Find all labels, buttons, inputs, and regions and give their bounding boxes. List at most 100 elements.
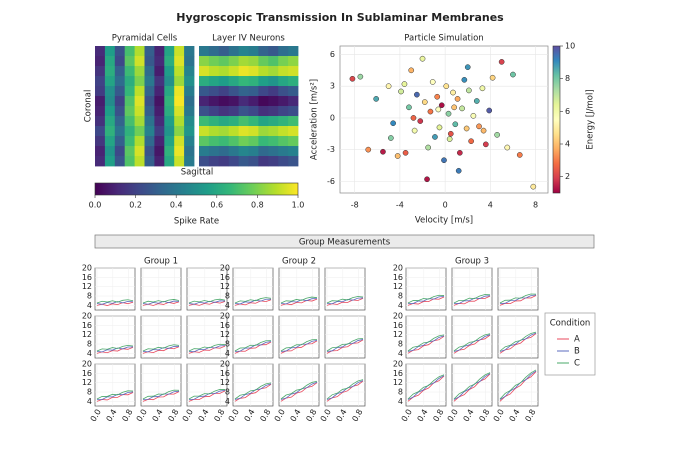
heatmap-cell [288, 136, 299, 147]
heatmap-cell [184, 46, 195, 57]
heatmap-cell [174, 46, 185, 57]
heatmap-cell [164, 116, 175, 127]
x-tick-label: 0.4 [416, 408, 430, 424]
scatter-point [427, 108, 434, 115]
y-tick-label: -3 [327, 145, 335, 154]
heatmap-cell [134, 46, 145, 57]
series-line [499, 293, 537, 304]
heatmap-cell [278, 86, 289, 97]
colorbar-tick-label: 2 [565, 172, 570, 181]
y-tick-label: 20 [220, 264, 230, 273]
heatmap-cell [154, 116, 165, 127]
scatter-point [454, 96, 461, 102]
heatmap-cell [228, 126, 239, 137]
figure-title: Hygroscopic Transmission In Sublaminar M… [176, 11, 504, 24]
heatmap-cell [248, 156, 259, 167]
banner [94, 234, 595, 249]
series-line [453, 334, 491, 352]
scatter-point [445, 110, 452, 117]
heatmap-cell [238, 106, 249, 117]
heatmap-cell [174, 66, 185, 77]
series-line [499, 331, 537, 352]
y-tick-label: 4 [398, 301, 403, 310]
scatter-point [419, 55, 426, 62]
y-tick-label: 16 [82, 321, 92, 330]
heatmap-cell [154, 136, 165, 147]
scatter-point [446, 136, 453, 142]
heatmap-cell [154, 156, 165, 167]
series-line [188, 389, 226, 400]
heatmap-cell [238, 86, 249, 97]
heatmap-cell [199, 46, 210, 57]
heatmap-cell [154, 56, 165, 67]
series-line [142, 346, 180, 354]
y-tick-label: 20 [82, 360, 92, 369]
scatter-point [470, 112, 477, 119]
heatmap-cell [144, 86, 155, 97]
scatter-point [461, 76, 468, 83]
colorbar-tick-label: 0.0 [89, 201, 102, 210]
scatter-point [504, 144, 511, 151]
x-tick-label: 0.0 [492, 408, 506, 424]
heatmap-cell [144, 46, 155, 57]
y-tick-label: 20 [82, 312, 92, 321]
heatmap-cell [288, 76, 299, 87]
series-line [326, 297, 364, 305]
y-tick-label: 20 [220, 312, 230, 321]
panel-frame [94, 267, 136, 311]
heatmap-cell [248, 136, 259, 147]
heatmap-cell [124, 146, 135, 157]
series-line [142, 301, 180, 306]
heatmap-cell [268, 76, 279, 87]
series-line [234, 341, 272, 354]
scatter-point [452, 121, 459, 128]
heatmap-cell [104, 126, 116, 137]
series-line [96, 347, 134, 354]
heatmap-cell [208, 96, 220, 107]
panel-title: Layer IV Neurons [212, 34, 285, 44]
series-line [142, 300, 180, 305]
heatmap-cell [288, 96, 299, 107]
x-tick-label: 0.4 [105, 408, 119, 424]
y-tick-label: 4 [87, 301, 92, 310]
series-line [280, 298, 318, 305]
heatmap-cell [248, 66, 259, 77]
series-line [407, 374, 445, 400]
scatter-point [463, 125, 470, 132]
x-tick-label: 0.0 [273, 408, 287, 424]
series-line [142, 344, 180, 352]
heatmap-cell [95, 96, 106, 107]
scatter-point [380, 148, 386, 155]
x-tick-label: 0.8 [166, 408, 180, 424]
series-line [326, 298, 364, 306]
heatmap-cell [288, 146, 299, 157]
heatmap-cell [104, 106, 116, 117]
scatter-point [486, 107, 493, 114]
series-line [280, 381, 318, 400]
heatmap-cell [238, 126, 249, 137]
scatter-point [455, 167, 462, 174]
heatmap-cell [144, 156, 155, 167]
heatmap-cell [184, 116, 195, 127]
y-axis-label: Coronal [84, 90, 94, 123]
series-line [142, 299, 180, 304]
heatmap-cell [174, 146, 185, 157]
heatmap-cell [228, 46, 239, 57]
heatmap-cell [104, 136, 116, 147]
scatter-point [410, 115, 417, 121]
series-line [326, 379, 364, 400]
y-tick-label: 12 [393, 282, 403, 291]
heatmap-cell [199, 76, 210, 87]
heatmap-cell [134, 56, 145, 67]
x-tick-label: 0.8 [477, 408, 491, 424]
heatmap-cell [208, 146, 220, 157]
panel-frame [94, 363, 136, 407]
heatmap-cell [154, 86, 165, 97]
heatmap-cell [95, 136, 106, 147]
heatmap-cell [238, 96, 249, 107]
heatmap-cell [238, 156, 249, 167]
heatmap-cell [104, 116, 116, 127]
heatmap-cell [124, 106, 135, 117]
heatmap-cell [228, 106, 239, 117]
heatmap-cell [95, 76, 106, 87]
